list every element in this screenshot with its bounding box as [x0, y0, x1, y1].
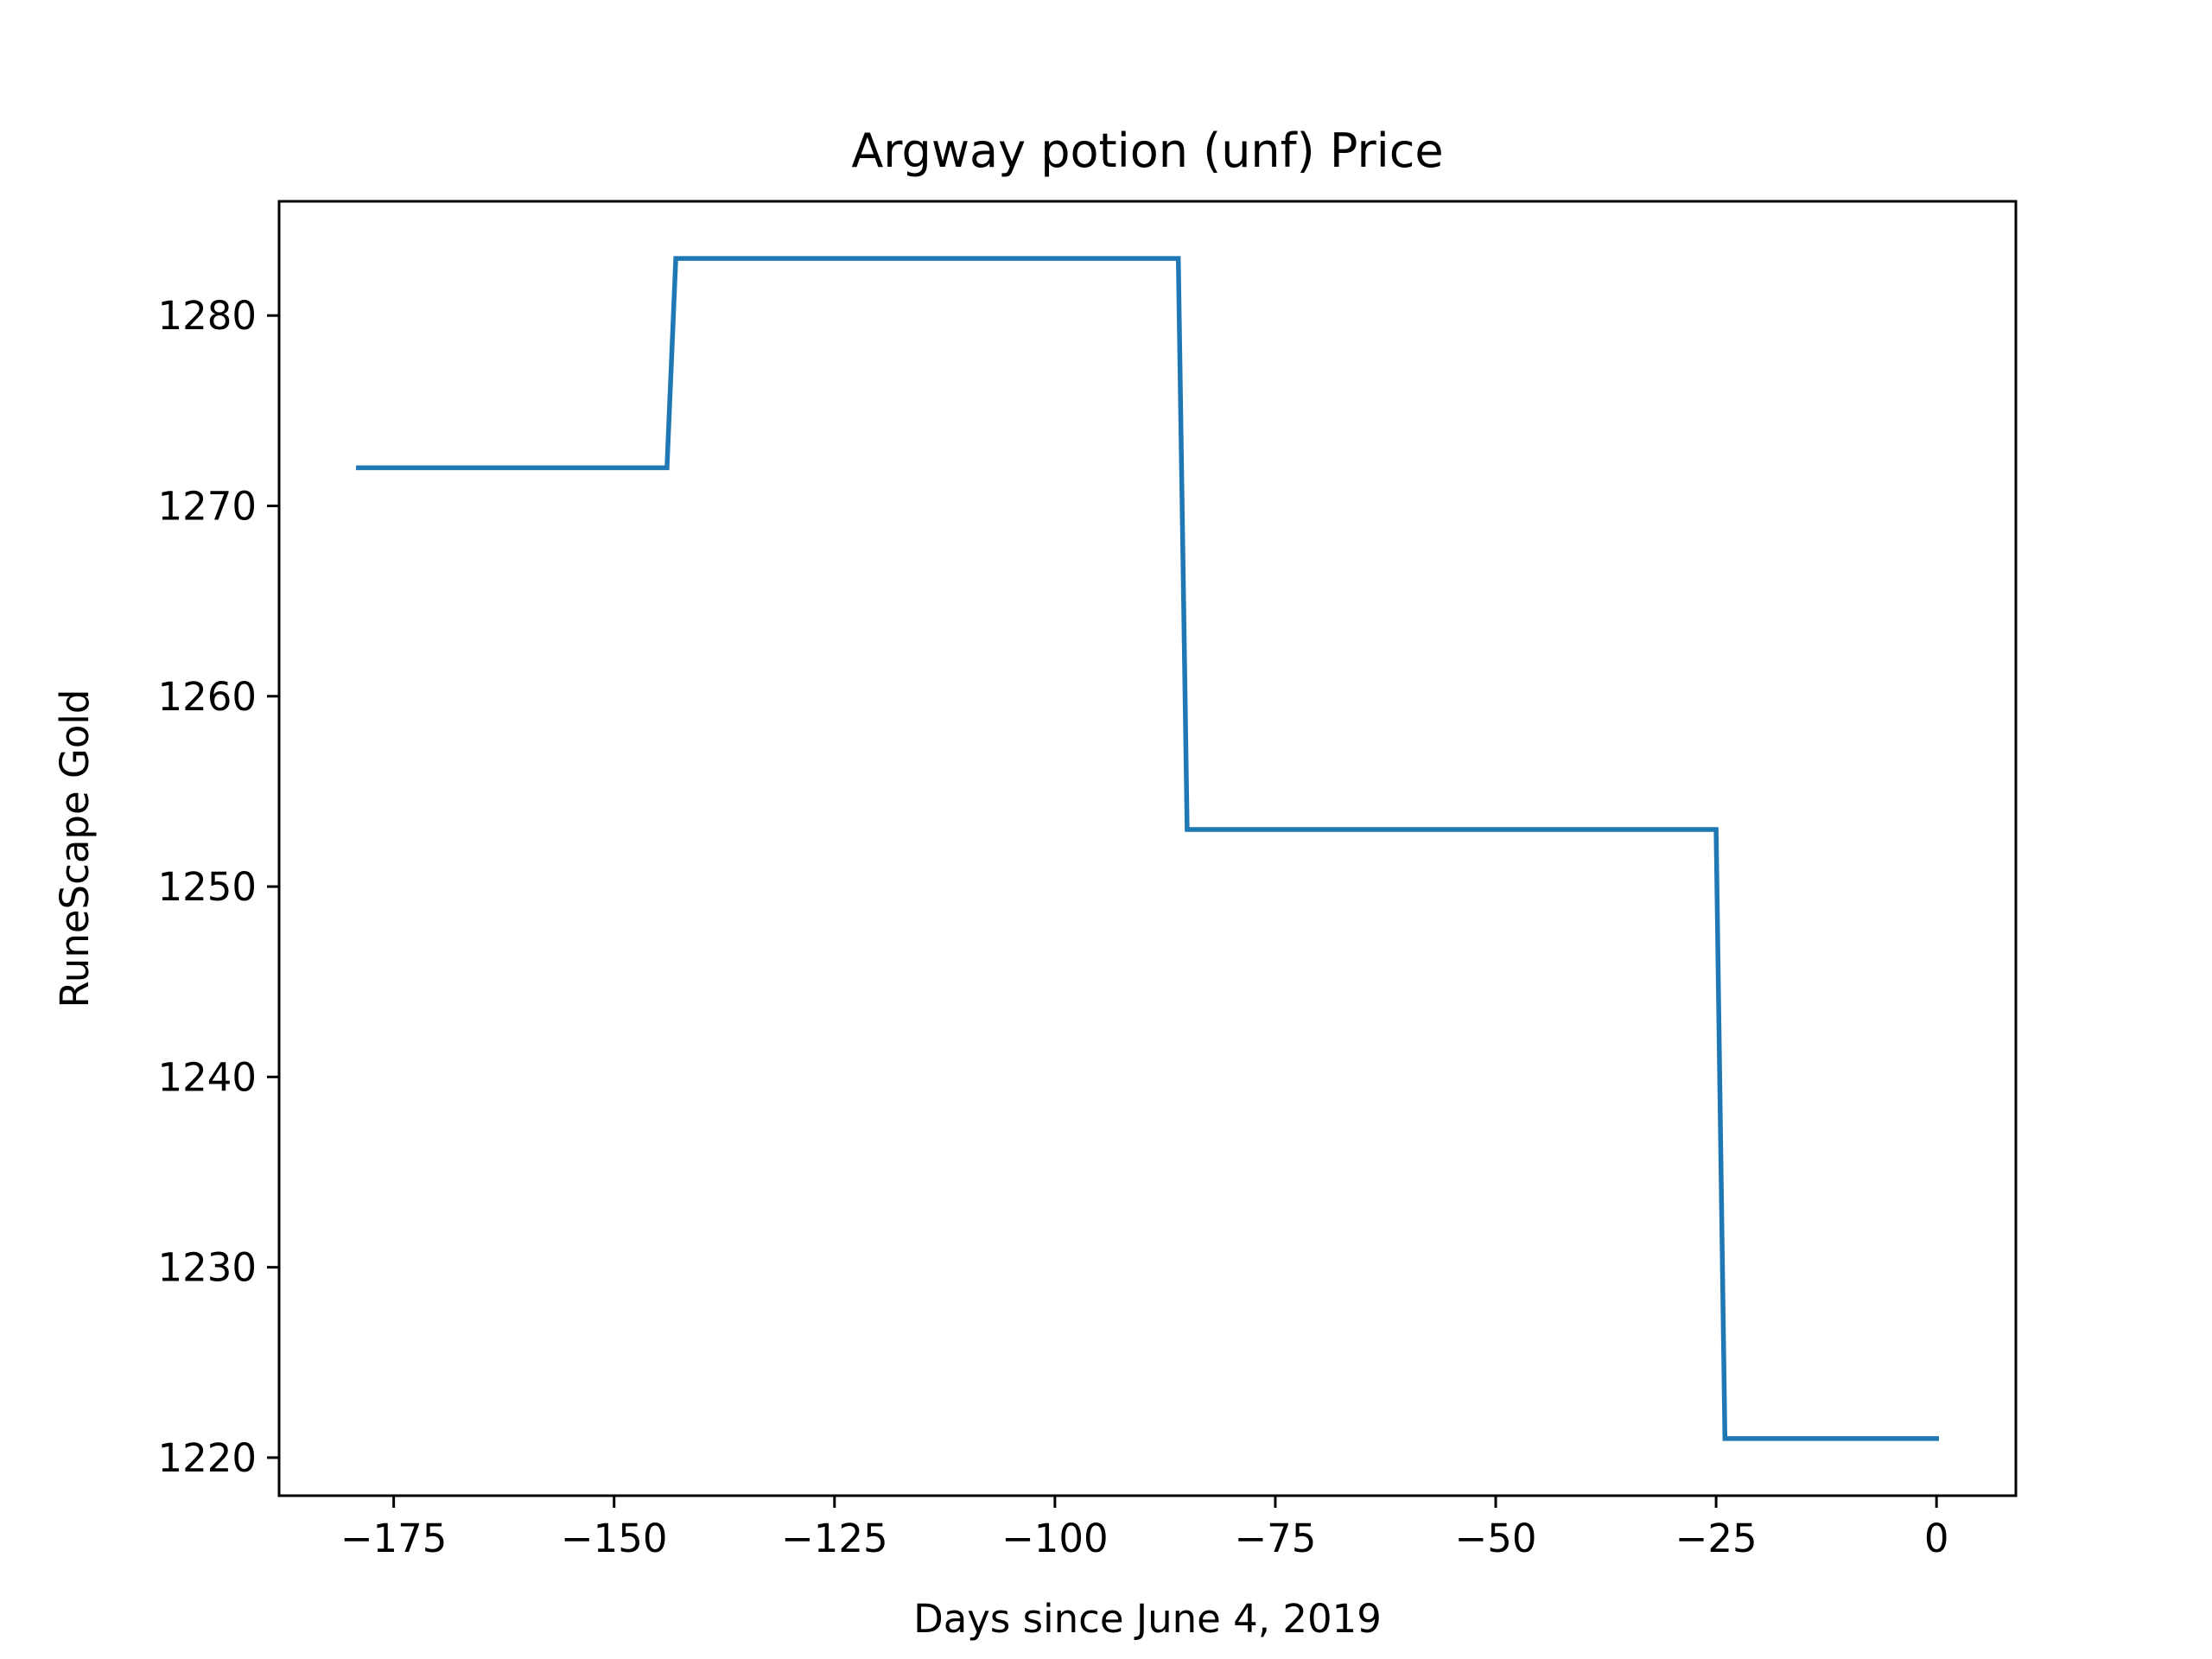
y-tick-label: 1280 — [157, 293, 257, 339]
x-axis-label: Days since June 4, 2019 — [913, 1596, 1382, 1642]
y-axis-label: RuneScape Gold — [52, 690, 98, 1008]
x-axis: −175 −150 −125 −100 −75 −50 −25 0 — [340, 1496, 1949, 1561]
chart-title: Argway potion (unf) Price — [851, 124, 1443, 178]
y-tick-label: 1250 — [157, 864, 257, 910]
plot-frame — [277, 200, 2018, 1497]
x-tick-label: −175 — [340, 1516, 448, 1561]
y-tick-label: 1260 — [157, 674, 257, 720]
y-tick-label: 1240 — [157, 1054, 257, 1100]
x-tick-label: 0 — [1924, 1516, 1949, 1561]
y-tick-label: 1230 — [157, 1245, 257, 1291]
x-tick-label: −150 — [561, 1516, 668, 1561]
x-tick-label: −125 — [781, 1516, 888, 1561]
y-axis: 1220 1230 1240 1250 1260 1270 1280 — [157, 293, 279, 1481]
x-tick-label: −75 — [1234, 1516, 1316, 1561]
x-tick-label: −100 — [1001, 1516, 1109, 1561]
series-layer — [356, 256, 1939, 1441]
x-tick-label: −25 — [1675, 1516, 1758, 1561]
price-series-line — [356, 256, 1939, 1441]
y-tick-label: 1270 — [157, 483, 257, 529]
y-tick-label: 1220 — [157, 1435, 257, 1481]
x-tick-label: −50 — [1455, 1516, 1537, 1561]
